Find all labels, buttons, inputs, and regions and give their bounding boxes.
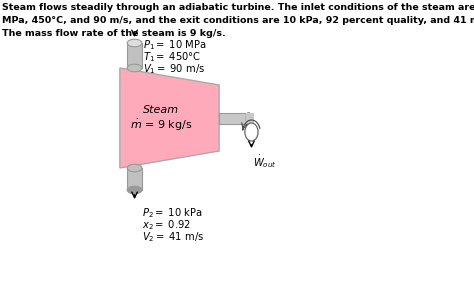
Text: MPa, 450°C, and 90 m/s, and the exit conditions are 10 kPa, 92 percent quality, : MPa, 450°C, and 90 m/s, and the exit con… — [2, 16, 474, 25]
FancyBboxPatch shape — [219, 112, 248, 124]
Text: Steam flows steadily through an adiabatic turbine. The inlet conditions of the s: Steam flows steadily through an adiabati… — [2, 3, 474, 12]
FancyBboxPatch shape — [127, 43, 142, 68]
Circle shape — [245, 123, 258, 141]
Ellipse shape — [127, 64, 142, 72]
Text: $P_1=\;$10 MPa: $P_1=\;$10 MPa — [143, 38, 207, 52]
Ellipse shape — [127, 164, 142, 172]
FancyBboxPatch shape — [127, 168, 142, 190]
Text: $V_2=\;$41 m/s: $V_2=\;$41 m/s — [142, 230, 204, 244]
Text: $V_1=\;$90 m/s: $V_1=\;$90 m/s — [143, 62, 206, 76]
Text: $P_2=\;$10 kPa: $P_2=\;$10 kPa — [142, 206, 203, 220]
Text: Steam: Steam — [143, 105, 179, 115]
Text: The mass flow rate of the steam is 9 kg/s.: The mass flow rate of the steam is 9 kg/… — [2, 29, 226, 38]
Text: $T_1=\;$450°C: $T_1=\;$450°C — [143, 50, 201, 64]
Ellipse shape — [246, 112, 251, 124]
FancyBboxPatch shape — [246, 112, 254, 124]
Ellipse shape — [127, 186, 142, 194]
Ellipse shape — [127, 39, 142, 47]
Text: $\dot{m}$ = 9 kg/s: $\dot{m}$ = 9 kg/s — [130, 117, 192, 133]
Text: $\dot{W}_{out}$: $\dot{W}_{out}$ — [253, 153, 277, 170]
Polygon shape — [120, 68, 219, 168]
Text: $x_2=\;$0.92: $x_2=\;$0.92 — [142, 218, 191, 232]
